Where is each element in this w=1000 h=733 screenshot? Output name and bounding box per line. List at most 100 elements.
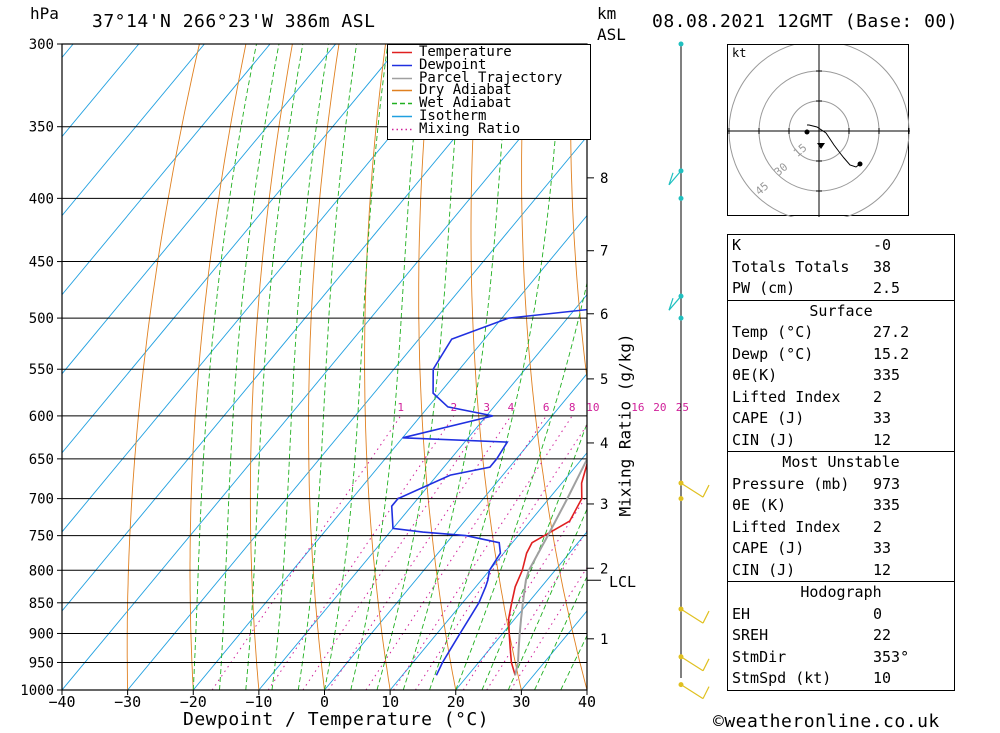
dry-adiabat-line xyxy=(189,44,247,690)
copyright-link[interactable]: ©weatheronline.co.uk xyxy=(713,711,940,732)
mixing-ratio-label: 4 xyxy=(508,401,515,414)
pressure-tick-label: 1000 xyxy=(20,683,54,699)
mixing-ratio-line xyxy=(510,566,587,690)
wind-barb-staff xyxy=(680,684,704,700)
hodograph-stats-section: Hodograph EH 0 SREH 22 StmDir 353° StmSpd (… xyxy=(728,581,954,690)
dry-adiabat-line xyxy=(990,44,1000,690)
wind-barb xyxy=(678,654,710,672)
stat-row: EH 0 xyxy=(732,604,883,623)
dry-adiabat-line xyxy=(126,44,200,690)
temp-tick-label: −30 xyxy=(114,693,141,711)
pressure-tick-label: 550 xyxy=(29,362,54,378)
hodograph-trace xyxy=(807,124,861,168)
most-unstable-section: Most Unstable Pressure (mb) 973 θE (K) 335… xyxy=(728,451,954,581)
datetime-title: 08.08.2021 12GMT (Base: 00) xyxy=(652,11,959,32)
wind-barb-staff xyxy=(668,170,682,186)
wind-barb xyxy=(678,496,684,502)
legend-label: Parcel Trajectory xyxy=(419,69,563,86)
legend-swatch xyxy=(392,77,412,79)
wind-barb-staff xyxy=(680,482,704,498)
isotherm-line xyxy=(62,44,402,454)
stat-row: Lifted Index 2 xyxy=(732,387,883,406)
wet-adiabat-line xyxy=(192,44,257,690)
isotherm-line xyxy=(127,135,587,690)
dry-adiabat-line xyxy=(418,44,457,690)
wet-adiabat-line xyxy=(245,44,304,690)
temp-tick-label: 10 xyxy=(381,693,399,711)
mixing-ratio-label: 3 xyxy=(483,401,490,414)
temp-tick-label: 40 xyxy=(578,693,596,711)
stat-row: Dewp (°C) 15.2 xyxy=(732,344,910,363)
stat-row: θE(K) 335 xyxy=(732,366,901,384)
isotherm-line xyxy=(192,214,587,690)
stat-row: CIN (J) 12 xyxy=(732,430,892,449)
general-section: K -0 Totals Totals 38 PW (cm) 2.5 xyxy=(728,235,954,300)
km-tick-label: 1 xyxy=(600,632,608,648)
temp-tick-label: −40 xyxy=(48,693,75,711)
legend-label: Dewpoint xyxy=(419,56,487,73)
stat-row: StmSpd (kt) 10 xyxy=(732,669,892,687)
wet-adiabat-line xyxy=(297,44,358,690)
dry-adiabat-line xyxy=(570,44,587,382)
temp-tick-label: −20 xyxy=(180,693,207,711)
location-title: 37°14'N 266°23'W 386m ASL xyxy=(92,11,376,32)
isotherm-line xyxy=(324,373,587,690)
wind-barb xyxy=(678,195,684,201)
hodograph-ring-label: 15 xyxy=(791,141,810,159)
wind-barb xyxy=(678,41,684,47)
mixing-ratio-line xyxy=(267,415,455,690)
mixing-ratio-label: 25 xyxy=(676,401,689,414)
wind-barb-dot xyxy=(678,41,684,47)
mixing-ratio-label: 16 xyxy=(631,401,644,414)
stat-row: Pressure (mb) 973 xyxy=(732,474,901,493)
plot-area xyxy=(62,44,1000,690)
legend: Temperature Dewpoint Parcel Trajectory Dry … xyxy=(387,44,591,140)
hodograph-panel: kt 15 30 45 xyxy=(727,44,910,217)
asl-unit-label: ASL xyxy=(597,25,626,44)
pressure-tick-label: 850 xyxy=(29,596,54,612)
isotherm-line xyxy=(62,44,468,533)
plot-frame xyxy=(61,43,588,691)
dewpoint-series xyxy=(390,308,587,676)
dry-adiabat-line xyxy=(521,44,587,690)
wind-barb-flag xyxy=(702,658,710,672)
temp-tick-label: 30 xyxy=(512,693,530,711)
isotherm-line xyxy=(62,56,587,690)
temperature-series xyxy=(507,461,587,676)
km-tick-label: 4 xyxy=(600,436,608,452)
wind-barb xyxy=(678,606,710,624)
pressure-tick-label: 750 xyxy=(29,529,54,545)
wind-barb xyxy=(668,293,684,311)
hodograph-start-dot xyxy=(804,129,810,135)
hodograph-unit-label: kt xyxy=(732,46,747,60)
lcl-label: LCL xyxy=(609,573,637,591)
isotherm-line xyxy=(455,531,587,690)
wind-barb-staff xyxy=(668,295,682,311)
wind-barb-flag xyxy=(668,297,674,311)
parcel-trajectory-series xyxy=(514,457,587,676)
km-tick-label: 7 xyxy=(600,244,608,260)
mixing-ratio-line xyxy=(302,415,488,690)
stat-row: Temp (°C) 27.2 xyxy=(732,323,910,341)
wind-barb xyxy=(668,168,684,186)
isotherm-line xyxy=(62,44,533,612)
legend-label: Isotherm xyxy=(419,108,487,124)
dry-adiabat-line xyxy=(308,44,340,690)
stat-row: CIN (J) 12 xyxy=(732,560,892,579)
wind-barb-flag xyxy=(702,686,710,699)
stat-row: StmDir 353° xyxy=(732,647,910,666)
hodograph-ring-label: 30 xyxy=(772,160,791,178)
mixing-ratio-label: 1 xyxy=(397,401,404,414)
mixing-ratio-line xyxy=(414,423,587,690)
legend-label: Dry Adiabat xyxy=(419,82,512,99)
km-tick-label: 6 xyxy=(600,307,608,323)
pressure-tick-label: 450 xyxy=(29,255,54,271)
wind-barb xyxy=(678,315,684,321)
x-axis-label: Dewpoint / Temperature (°C) xyxy=(183,709,490,730)
legend-swatch xyxy=(392,90,412,92)
wet-adiabat-line xyxy=(219,44,280,690)
wind-barb-staff xyxy=(680,608,704,624)
wet-adiabat-line xyxy=(429,44,564,690)
wind-barb-dot xyxy=(678,315,684,321)
